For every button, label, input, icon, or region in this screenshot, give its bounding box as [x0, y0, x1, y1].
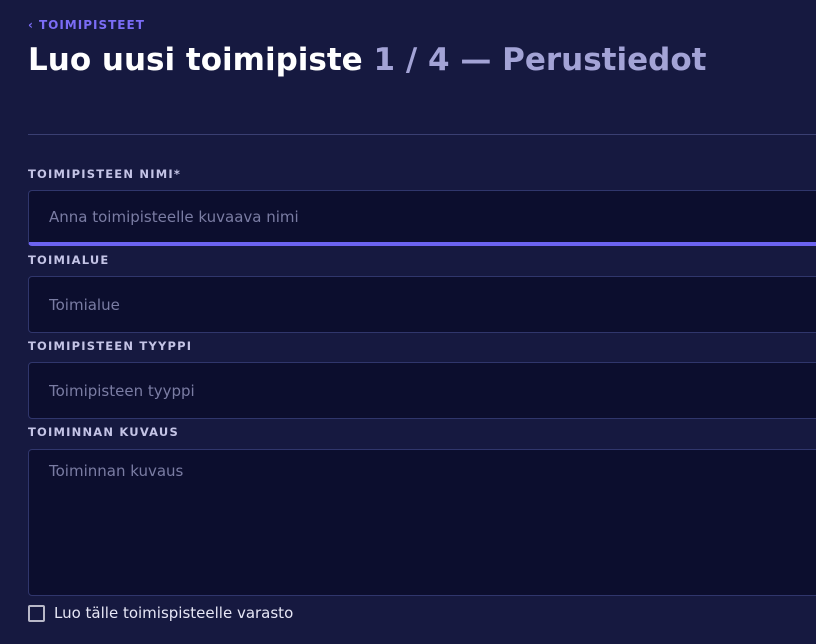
- chevron-left-icon: ‹: [28, 18, 34, 32]
- page-title: Luo uusi toimipiste 1 / 4 — Perustiedot: [28, 42, 706, 78]
- checkbox-box[interactable]: [28, 604, 45, 622]
- divider: [28, 134, 816, 135]
- description-textarea[interactable]: [28, 449, 816, 596]
- name-input[interactable]: [28, 190, 816, 246]
- description-label: TOIMINNAN KUVAUS: [28, 425, 179, 439]
- step-indicator: 1 / 4 — Perustiedot: [373, 42, 707, 78]
- back-link[interactable]: ‹ TOIMIPISTEET: [28, 18, 145, 32]
- area-input[interactable]: [28, 276, 816, 333]
- type-input[interactable]: [28, 362, 816, 419]
- back-label: TOIMIPISTEET: [38, 18, 145, 32]
- create-storage-label: Luo tälle toimispisteelle varasto: [54, 604, 294, 622]
- name-label: TOIMIPISTEEN NIMI*: [28, 167, 182, 181]
- create-storage-checkbox[interactable]: Luo tälle toimispisteelle varasto: [28, 604, 293, 622]
- type-label: TOIMIPISTEEN TYYPPI: [28, 339, 193, 353]
- title-text: Luo uusi toimipiste: [28, 42, 363, 78]
- area-label: TOIMIALUE: [28, 253, 110, 267]
